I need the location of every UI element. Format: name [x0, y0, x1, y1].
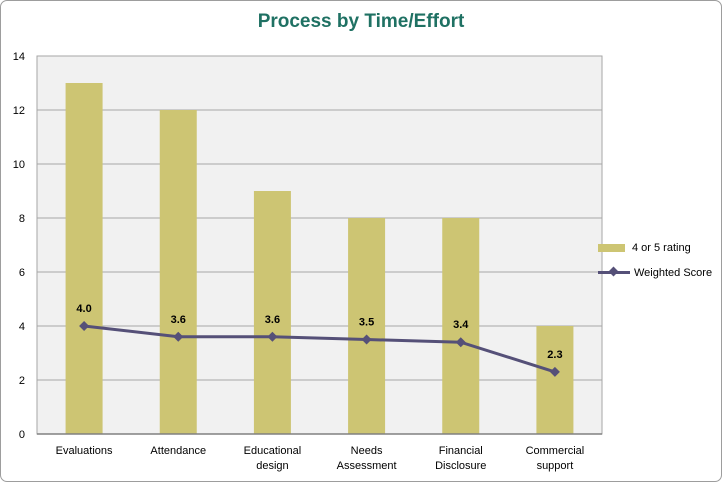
legend: 4 or 5 rating Weighted Score: [598, 235, 720, 285]
bar: [442, 218, 480, 434]
category-label: Attendance: [150, 445, 206, 457]
category-label: Commercial: [526, 445, 585, 457]
category-label: Assessment: [337, 460, 397, 472]
bar-series-swatch-icon: [598, 243, 625, 252]
category-label: design: [256, 460, 288, 472]
category-label: Evaluations: [56, 445, 113, 457]
y-tick-label: 8: [19, 213, 25, 225]
data-label: 2.3: [547, 349, 562, 361]
diamond-marker-icon: [608, 266, 619, 277]
line-marker: [173, 331, 184, 342]
line-marker: [79, 321, 90, 331]
plot-area: [37, 56, 602, 434]
data-label: 4.0: [76, 303, 91, 315]
legend-item-line-series: Weighted Score: [598, 260, 720, 285]
category-label: Disclosure: [435, 460, 486, 472]
bar: [65, 83, 103, 434]
bar: [253, 191, 291, 434]
legend-item-bar-series: 4 or 5 rating: [598, 235, 720, 260]
line-series-swatch-icon: [598, 266, 630, 277]
data-label: 3.6: [265, 314, 280, 326]
legend-label-line-series: Weighted Score: [634, 266, 713, 279]
category-label: Needs: [351, 445, 383, 457]
data-label: 3.6: [171, 314, 186, 326]
bar: [348, 218, 386, 434]
data-label: 3.4: [453, 319, 469, 331]
y-tick-label: 4: [19, 321, 25, 333]
bar: [159, 110, 197, 434]
line-marker: [361, 334, 372, 345]
y-tick-label: 6: [19, 267, 25, 279]
line-marker: [267, 331, 278, 342]
bar: [536, 326, 574, 434]
y-tick-label: 12: [13, 105, 25, 117]
y-tick-label: 2: [19, 375, 25, 387]
y-tick-label: 0: [19, 429, 25, 441]
category-label: Financial: [439, 445, 483, 457]
legend-label-bar-series: 4 or 5 rating: [632, 241, 691, 254]
y-tick-label: 10: [13, 159, 25, 171]
chart-title: Process by Time/Effort: [257, 11, 465, 32]
category-label: support: [537, 460, 574, 472]
data-label: 3.5: [359, 317, 374, 329]
line-marker: [455, 337, 466, 348]
line-series: [83, 324, 556, 374]
y-tick-label: 14: [13, 51, 25, 63]
category-label: Educational: [244, 445, 302, 457]
line-marker: [549, 366, 560, 377]
